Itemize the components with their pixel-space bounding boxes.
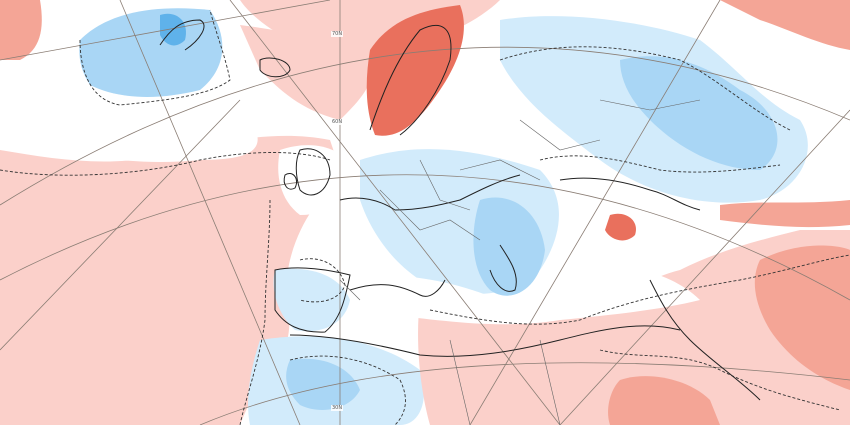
warm-region-greenland-west bbox=[0, 0, 42, 60]
warm-region-atlantic bbox=[0, 135, 340, 425]
coastlines bbox=[159, 19, 761, 401]
warm-region-arabia-strong bbox=[754, 245, 850, 390]
warm-region-sahara-strong bbox=[608, 376, 720, 425]
dashed-contours bbox=[0, 9, 850, 425]
cool-region-iberia bbox=[273, 268, 350, 332]
cool-region-russia-band bbox=[620, 56, 778, 170]
cool-region-greenland bbox=[79, 8, 223, 97]
warm-region-turkey-spot bbox=[605, 213, 636, 241]
cool-region-balkans bbox=[473, 197, 545, 296]
cool-region-nw-africa-core bbox=[286, 358, 360, 410]
warm-region-northeast bbox=[720, 0, 850, 50]
warm-region-north-africa-east bbox=[418, 230, 850, 425]
neutral-region-mediterranean bbox=[350, 265, 700, 325]
warm-region-scandinavia bbox=[366, 5, 464, 136]
warm-region-caspian-band bbox=[720, 200, 850, 228]
latitude-label-30n: 30N bbox=[331, 405, 344, 411]
latitude-label-70n: 70N bbox=[331, 31, 344, 37]
warm-region-iceland-band bbox=[240, 25, 373, 120]
country-borders bbox=[339, 99, 701, 425]
latitude-label-60n: 60N bbox=[331, 119, 344, 125]
neutral-region-midatlantic bbox=[60, 96, 258, 162]
